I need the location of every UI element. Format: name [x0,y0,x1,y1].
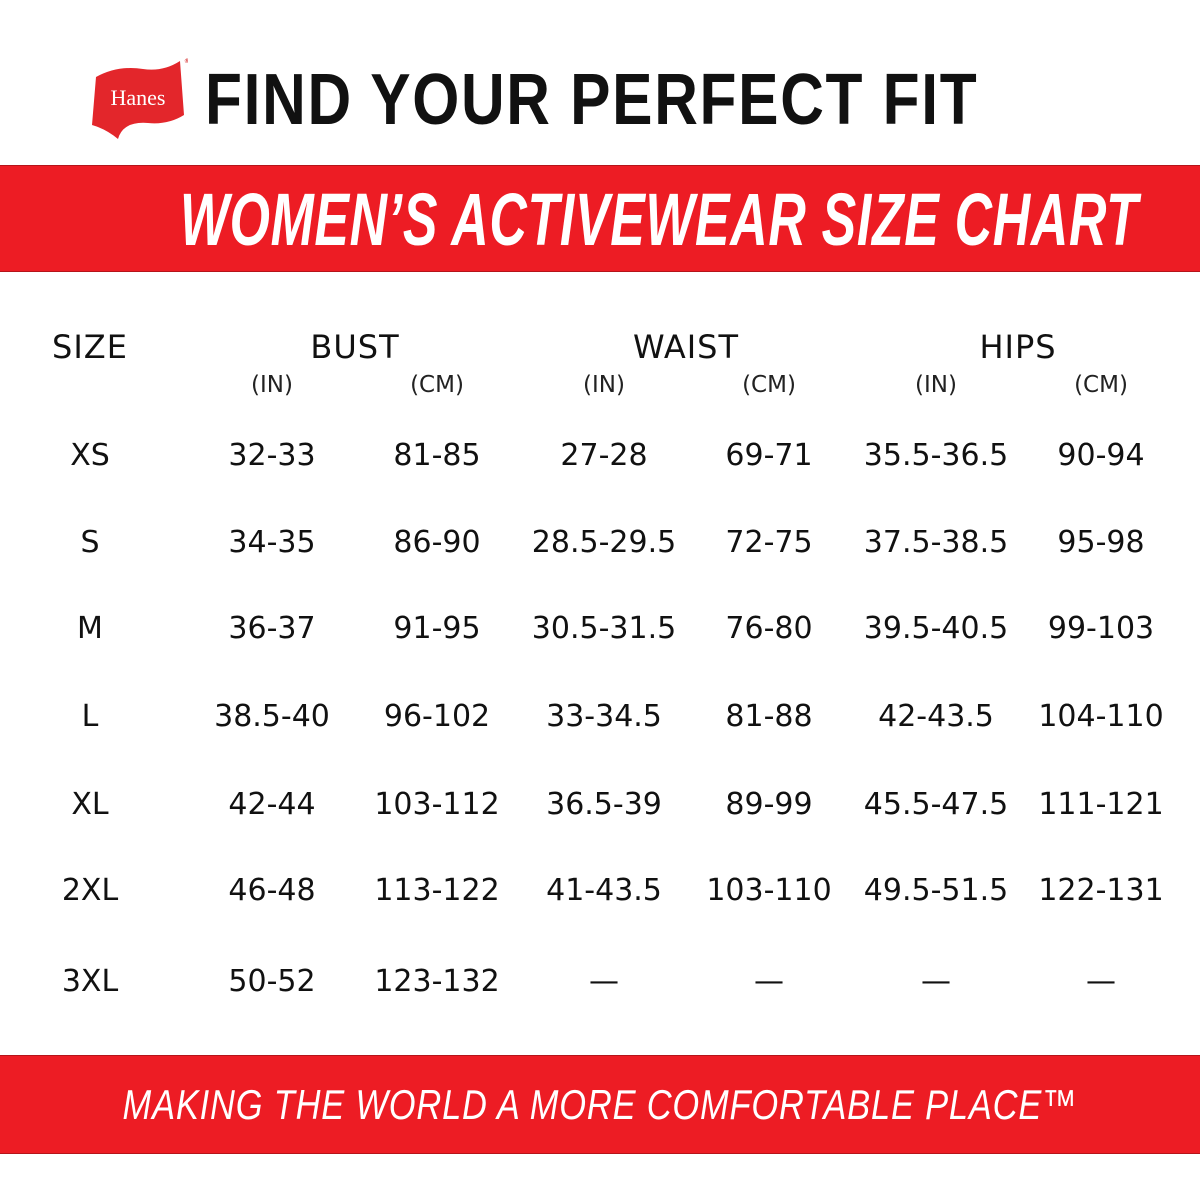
size-label: XL [71,787,109,822]
size-label: 2XL [61,873,119,908]
measurement-cell: 96-102 [383,699,491,734]
measurement-cell: 35.5-36.5 [863,438,1009,473]
measurement-cell: 103-112 [374,787,500,822]
measurement-cell: — [754,964,784,999]
unit-header: (CM) [1074,372,1128,398]
unit-header: (IN) [915,372,957,398]
measurement-cell: 36-37 [228,611,316,646]
size-header: SIZE [52,328,128,366]
unit-header: (IN) [251,372,293,398]
group-header: BUST [310,328,400,366]
svg-text:®: ® [184,58,188,65]
measurement-cell: 30.5-31.5 [531,611,677,646]
group-header: WAIST [632,328,740,366]
chart-title: WOMEN’S ACTIVEWEAR SIZE CHART [180,178,1139,261]
measurement-cell: 69-71 [725,438,813,473]
measurement-cell: 28.5-29.5 [531,525,677,560]
measurement-cell: — [589,964,619,999]
measurement-cell: 27-28 [560,438,648,473]
measurement-cell: 49.5-51.5 [863,873,1009,908]
footer-banner [0,1055,1200,1154]
measurement-cell: 34-35 [228,525,316,560]
measurement-cell: 72-75 [725,525,813,560]
svg-text:Hanes: Hanes [111,85,166,110]
group-header: HIPS [979,328,1057,366]
measurement-cell: 90-94 [1057,438,1145,473]
unit-header: (CM) [742,372,796,398]
measurement-cell: 89-99 [725,787,813,822]
measurement-cell: — [1086,964,1116,999]
measurement-cell: 46-48 [228,873,316,908]
size-label: L [81,699,99,734]
slogan: MAKING THE WORLD A MORE COMFORTABLE PLAC… [122,1081,1078,1128]
size-label: M [77,611,103,646]
title-banner [0,165,1200,272]
unit-header: (IN) [583,372,625,398]
measurement-cell: 50-52 [228,964,316,999]
measurement-cell: 42-43.5 [878,699,994,734]
measurement-cell: — [921,964,951,999]
measurement-cell: 104-110 [1038,699,1164,734]
measurement-cell: 95-98 [1057,525,1145,560]
measurement-cell: 91-95 [393,611,481,646]
measurement-cell: 99-103 [1047,611,1155,646]
measurement-cell: 42-44 [228,787,316,822]
measurement-cell: 36.5-39 [546,787,662,822]
measurement-cell: 123-132 [374,964,500,999]
measurement-cell: 86-90 [393,525,481,560]
measurement-cell: 113-122 [374,873,500,908]
measurement-cell: 32-33 [228,438,316,473]
measurement-cell: 81-85 [393,438,481,473]
measurement-cell: 38.5-40 [214,699,330,734]
hanes-logo: Hanes ® [92,58,188,139]
measurement-cell: 122-131 [1038,873,1164,908]
page-title: FIND YOUR PERFECT FIT [205,60,979,140]
measurement-cell: 45.5-47.5 [863,787,1009,822]
measurement-cell: 33-34.5 [546,699,662,734]
size-label: S [80,525,100,560]
size-label: 3XL [61,964,119,999]
size-label: XS [70,438,110,473]
measurement-cell: 76-80 [725,611,813,646]
measurement-cell: 39.5-40.5 [863,611,1009,646]
measurement-cell: 81-88 [725,699,813,734]
measurement-cell: 111-121 [1038,787,1164,822]
measurement-cell: 41-43.5 [546,873,662,908]
unit-header: (CM) [410,372,464,398]
measurement-cell: 37.5-38.5 [863,525,1009,560]
measurement-cell: 103-110 [706,873,832,908]
